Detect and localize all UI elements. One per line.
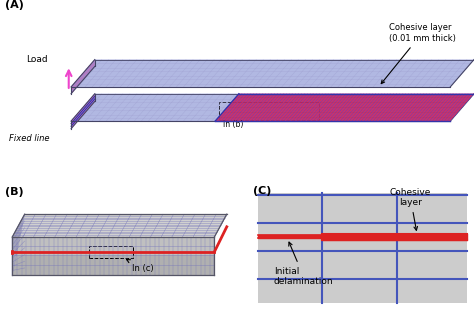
Polygon shape bbox=[71, 65, 95, 94]
Bar bbox=[219, 102, 319, 120]
Polygon shape bbox=[71, 100, 95, 129]
Polygon shape bbox=[12, 237, 214, 255]
Polygon shape bbox=[71, 61, 95, 90]
Polygon shape bbox=[12, 214, 227, 237]
Polygon shape bbox=[12, 255, 214, 275]
Polygon shape bbox=[71, 60, 474, 87]
Polygon shape bbox=[215, 94, 474, 121]
Text: Initial
delamination: Initial delamination bbox=[274, 242, 333, 286]
Text: Load: Load bbox=[26, 55, 48, 65]
Text: Cohesive layer
(0.01 mm thick): Cohesive layer (0.01 mm thick) bbox=[381, 23, 456, 83]
Text: (A): (A) bbox=[5, 0, 24, 10]
Polygon shape bbox=[12, 214, 25, 275]
Polygon shape bbox=[71, 98, 95, 127]
Text: In (c): In (c) bbox=[127, 260, 154, 273]
Text: Cohesive
layer: Cohesive layer bbox=[390, 187, 431, 230]
Polygon shape bbox=[71, 94, 95, 123]
Polygon shape bbox=[71, 95, 95, 124]
Polygon shape bbox=[71, 97, 95, 126]
Polygon shape bbox=[71, 60, 95, 94]
Polygon shape bbox=[71, 62, 95, 91]
Text: (B): (B) bbox=[5, 187, 24, 197]
Text: In (b): In (b) bbox=[224, 120, 244, 129]
Polygon shape bbox=[71, 60, 95, 88]
Polygon shape bbox=[71, 94, 474, 121]
Text: (C): (C) bbox=[253, 186, 272, 196]
Polygon shape bbox=[71, 94, 95, 129]
Bar bbox=[89, 246, 133, 258]
Polygon shape bbox=[71, 64, 95, 92]
Text: Fixed line: Fixed line bbox=[9, 134, 50, 143]
